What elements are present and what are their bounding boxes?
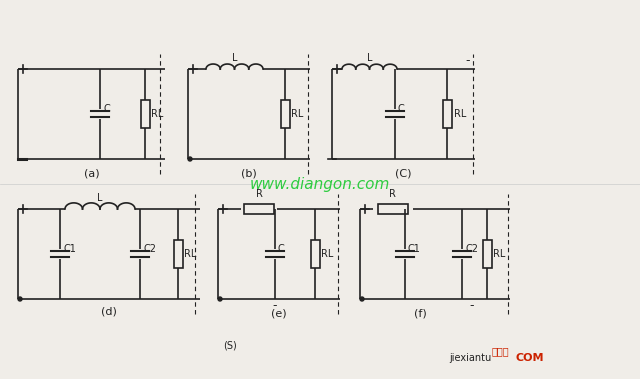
Bar xyxy=(280,100,289,128)
Circle shape xyxy=(360,297,364,301)
Circle shape xyxy=(188,157,192,161)
Bar xyxy=(442,100,451,128)
Text: jiexiantu: jiexiantu xyxy=(449,353,491,363)
Text: RL: RL xyxy=(151,109,163,119)
Text: (a): (a) xyxy=(84,169,99,179)
Text: -: - xyxy=(273,299,277,312)
Text: L: L xyxy=(97,193,103,203)
Text: L: L xyxy=(367,53,372,63)
Text: -: - xyxy=(470,299,474,312)
Text: (S): (S) xyxy=(223,341,237,351)
Text: RL: RL xyxy=(291,109,303,119)
Text: (C): (C) xyxy=(396,169,412,179)
Bar xyxy=(141,100,150,128)
Text: C: C xyxy=(103,104,109,114)
Text: RL: RL xyxy=(493,249,506,259)
Text: C: C xyxy=(278,244,285,254)
Text: C: C xyxy=(398,104,404,114)
Text: L: L xyxy=(232,53,237,63)
Bar xyxy=(310,240,319,268)
Bar xyxy=(483,240,492,268)
Text: C2: C2 xyxy=(465,244,478,254)
Text: (b): (b) xyxy=(241,169,257,179)
Text: RL: RL xyxy=(454,109,467,119)
Bar xyxy=(244,204,274,214)
Text: RL: RL xyxy=(321,249,333,259)
Text: (e): (e) xyxy=(271,309,287,319)
Circle shape xyxy=(18,297,22,301)
Text: (f): (f) xyxy=(413,309,426,319)
Text: -: - xyxy=(465,54,470,67)
Bar xyxy=(378,204,408,214)
Text: www.diangon.com: www.diangon.com xyxy=(250,177,390,191)
Text: RL: RL xyxy=(184,249,196,259)
Text: C2: C2 xyxy=(143,244,156,254)
Text: C1: C1 xyxy=(408,244,421,254)
Text: R: R xyxy=(389,189,396,199)
Text: COM: COM xyxy=(516,353,544,363)
Text: R: R xyxy=(255,189,262,199)
Text: 接线图: 接线图 xyxy=(491,346,509,356)
Text: C1: C1 xyxy=(63,244,76,254)
Circle shape xyxy=(218,297,222,301)
Bar xyxy=(173,240,182,268)
Text: (d): (d) xyxy=(101,306,117,316)
